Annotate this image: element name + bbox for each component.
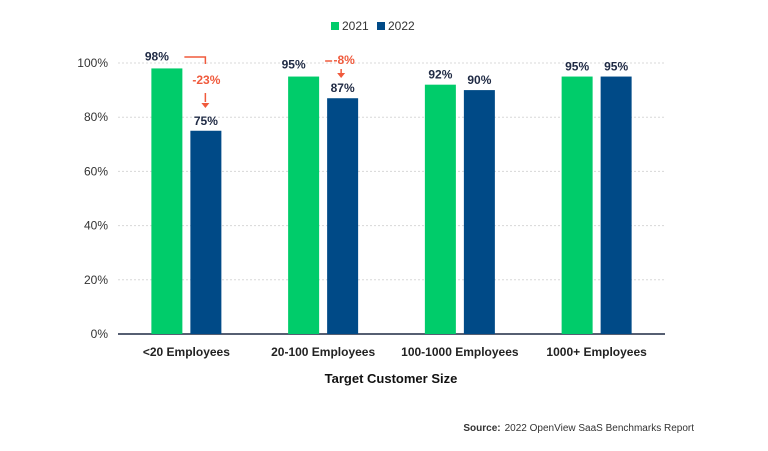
arrow-down-icon (201, 103, 210, 108)
data-label: 90% (467, 73, 491, 87)
annotation-connector (184, 56, 207, 64)
category-label: 1000+ Employees (546, 345, 647, 359)
arrow-down-icon (337, 73, 346, 78)
x-axis-title: Target Customer Size (325, 371, 458, 386)
data-label: 95% (282, 58, 306, 72)
y-tick-label: 100% (77, 56, 108, 70)
bar-2022-2 (463, 90, 495, 334)
bar-2022-3 (600, 76, 632, 335)
y-tick-label: 40% (84, 219, 108, 233)
data-label: 87% (331, 81, 355, 95)
bar-2022-1 (327, 98, 359, 334)
category-label: <20 Employees (143, 345, 230, 359)
y-tick-label: 60% (84, 164, 108, 178)
annotation-label: -23% (192, 73, 220, 87)
bar-2021-3 (561, 76, 593, 335)
bar-2022-0 (190, 130, 222, 334)
legend-label: 2022 (388, 19, 415, 33)
x-axis-ticks: <20 Employees 20-100 Employees 100-1000 Em… (143, 345, 647, 359)
y-axis-ticks: 0% 20% 40% 60% 80% 100% (77, 56, 108, 341)
legend-swatch (377, 22, 385, 30)
data-label: 95% (565, 60, 589, 74)
category-label: 100-1000 Employees (401, 345, 519, 359)
y-tick-label: 80% (84, 110, 108, 124)
category-label: 20-100 Employees (271, 345, 375, 359)
y-tick-label: 0% (91, 327, 109, 341)
legend-swatch (331, 22, 339, 30)
y-tick-label: 20% (84, 273, 108, 287)
annotations: -23% -8% (184, 53, 355, 108)
legend: 2021 2022 (331, 19, 415, 33)
legend-label: 2021 (342, 19, 369, 33)
data-label: 98% (145, 49, 169, 63)
source-note: Source: 2022 OpenView SaaS Benchmarks Rep… (463, 423, 694, 434)
data-label: 75% (194, 114, 218, 128)
data-label: 92% (428, 68, 452, 82)
bar-2021-0 (151, 68, 183, 335)
bar-2021-1 (288, 76, 320, 335)
source-label: Source: (463, 423, 500, 434)
source-text: 2022 OpenView SaaS Benchmarks Report (505, 423, 695, 434)
data-label: 95% (604, 60, 628, 74)
bar-2021-2 (424, 84, 456, 335)
bars: 98% 75% 95% 87% 92% 90% 95% 95% (145, 49, 632, 335)
annotation-label: -8% (333, 53, 355, 67)
